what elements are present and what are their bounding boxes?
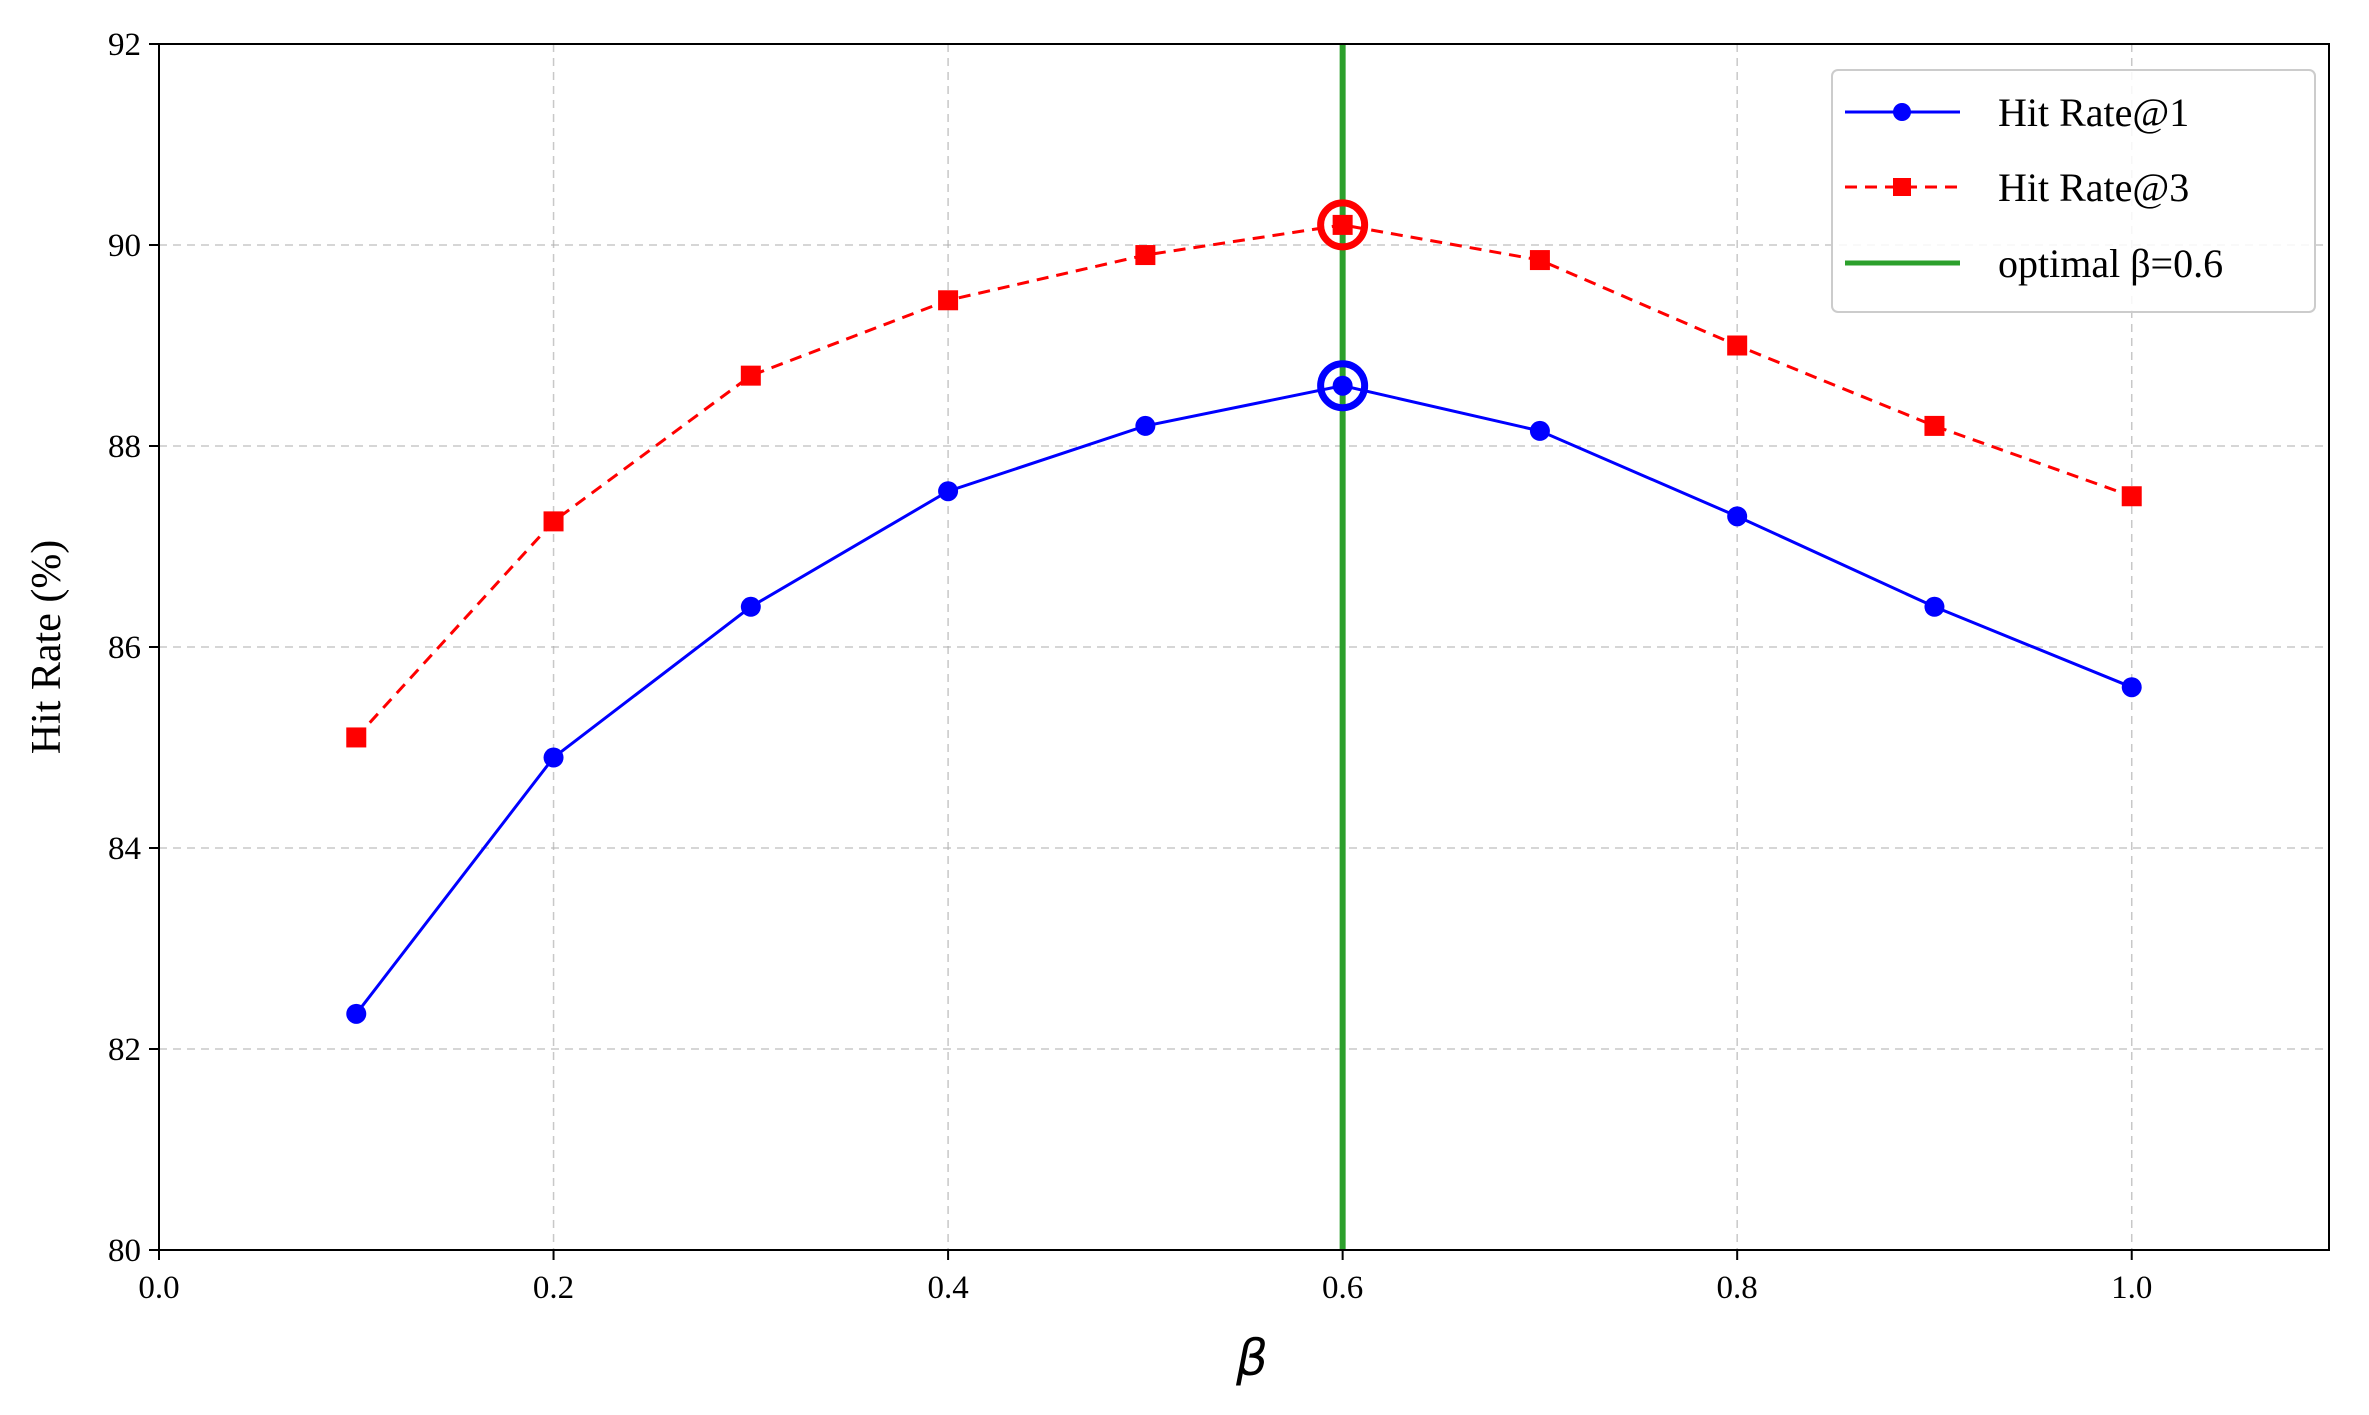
x-tick-label: 1.0 [2111,1270,2152,1306]
data-point-hit-rate-1 [740,596,761,617]
x-tick-label: 0.4 [927,1270,968,1306]
data-point-hit-rate-1 [1727,506,1748,527]
series-hit-rate-1 [346,360,2142,1024]
data-point-hit-rate-3 [2121,486,2142,507]
legend-box [1831,69,2316,313]
data-point-hit-rate-3 [346,727,367,748]
y-tick-label: 92 [108,27,141,63]
x-tick-label: 0.2 [533,1270,574,1306]
data-point-hit-rate-3 [740,365,761,386]
y-axis-label: Hit Rate (%) [24,540,70,755]
y-tick-label: 84 [108,831,141,867]
x-tick-label: 0.8 [1717,1270,1758,1306]
highlight-ring-hit-rate-3 [1317,199,1369,251]
series-line-hit-rate-3 [355,223,2133,739]
data-point-hit-rate-1 [938,481,959,502]
data-point-hit-rate-3 [1727,335,1748,356]
data-point-hit-rate-1 [1924,596,1945,617]
x-tick-label: 0.6 [1322,1270,1363,1306]
data-point-hit-rate-3 [1332,214,1353,235]
data-point-hit-rate-3 [1135,245,1156,266]
data-point-hit-rate-3 [938,290,959,311]
legend-marker-hit-rate-3 [1893,178,1911,196]
data-point-hit-rate-3 [543,511,564,532]
highlight-ring-hit-rate-1 [1317,360,1369,412]
data-point-hit-rate-3 [1529,250,1550,271]
legend-label-optimal-beta: optimal β=0.6 [1998,241,2223,286]
data-point-hit-rate-1 [1529,420,1550,441]
data-point-hit-rate-1 [1135,415,1156,436]
y-tick-label: 90 [108,228,141,264]
x-axis-label: β [1235,1329,1268,1387]
data-point-hit-rate-3 [1924,415,1945,436]
data-point-hit-rate-1 [346,1003,367,1024]
series-hit-rate-3 [346,199,2142,748]
data-point-hit-rate-1 [1332,375,1353,396]
y-tick-label: 80 [108,1233,141,1269]
y-tick-label: 82 [108,1032,141,1068]
y-axis-ticks: 80 82 84 86 88 90 92 [108,27,159,1269]
data-point-hit-rate-1 [543,747,564,768]
legend-label-hit-rate-3: Hit Rate@3 [1998,165,2189,210]
legend-label-hit-rate-1: Hit Rate@1 [1998,90,2189,135]
y-tick-label: 88 [108,429,141,465]
legend-marker-hit-rate-1 [1893,103,1911,121]
series-line-hit-rate-1 [355,384,2133,1015]
legend: Hit Rate@1 Hit Rate@3 optimal β=0.6 [1831,69,2316,313]
y-tick-label: 86 [108,630,141,666]
x-axis-ticks: 0.0 0.2 0.4 0.6 0.8 1.0 [138,1250,2152,1306]
x-tick-label: 0.0 [138,1270,179,1306]
series-layer [346,199,2142,1024]
data-point-hit-rate-1 [2121,677,2142,698]
